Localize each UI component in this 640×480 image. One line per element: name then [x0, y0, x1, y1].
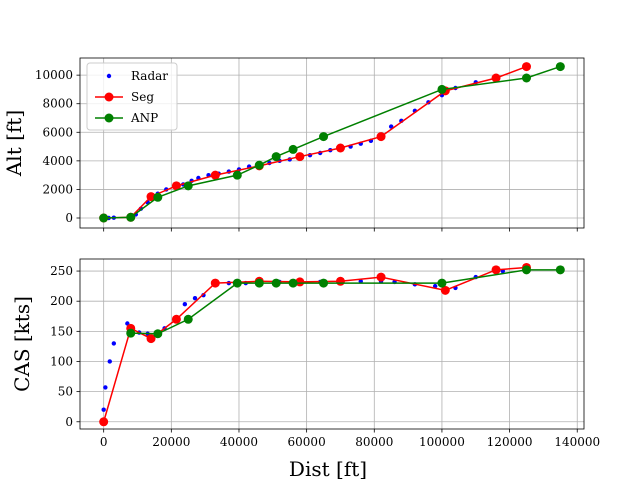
- anp-point: [288, 278, 298, 288]
- y-tick-label: 200: [50, 294, 73, 308]
- y-tick-label: 10000: [35, 68, 73, 82]
- anp-point: [254, 278, 264, 288]
- y-tick-label: 150: [50, 324, 73, 338]
- anp-point: [555, 62, 565, 72]
- legend-radar-label: Radar: [131, 69, 168, 83]
- y-tick-label: 250: [50, 264, 73, 278]
- anp-point: [288, 144, 298, 154]
- seg-point: [335, 276, 345, 286]
- legend-box: [86, 62, 178, 131]
- legend-anp-label: ANP: [130, 111, 158, 125]
- anp-point: [555, 265, 565, 275]
- seg-point: [440, 285, 450, 295]
- x-tick-label: 40000: [220, 435, 258, 449]
- cas-ylabel: CAS [kts]: [10, 296, 34, 392]
- anp-point: [521, 265, 531, 275]
- radar-point: [432, 283, 438, 289]
- legend: Radar Seg ANP: [86, 62, 178, 131]
- seg-point: [491, 265, 501, 275]
- anp-point: [521, 73, 531, 83]
- legend-anp-marker: [104, 113, 114, 123]
- seg-point: [295, 277, 305, 287]
- seg-point: [146, 192, 156, 202]
- y-tick-label: 2000: [42, 182, 73, 196]
- axes-frame: [79, 258, 585, 430]
- cas-panel: 0 20000 40000 60000 80000 100000 120000 140000 0…: [50, 258, 600, 449]
- radar-point: [101, 407, 106, 412]
- seg-line: [103, 65, 527, 219]
- data-layer: [99, 62, 565, 223]
- anp-point: [232, 170, 242, 180]
- anp-point: [437, 84, 447, 94]
- alt-ylabel: Alt [ft]: [2, 110, 26, 177]
- radar-point: [107, 359, 112, 364]
- anp-point: [271, 278, 281, 288]
- anp-point: [153, 329, 163, 339]
- anp-point: [232, 278, 242, 288]
- seg-point: [376, 132, 386, 142]
- anp-point: [254, 160, 264, 170]
- seg-point: [521, 62, 531, 72]
- axes-frame: [79, 57, 585, 229]
- seg-point: [146, 334, 156, 344]
- altitude-panel: 0 2000 4000 6000 8000 10000 Radar Seg ANP: [35, 57, 585, 232]
- anp-line: [103, 65, 561, 219]
- anp-point: [183, 181, 193, 191]
- seg-point: [171, 314, 181, 324]
- anp-point: [319, 132, 329, 142]
- y-tick-label: 6000: [42, 125, 73, 139]
- legend-radar-marker: [106, 73, 112, 79]
- seg-point: [491, 73, 501, 83]
- radar-point: [103, 385, 108, 390]
- anp-point: [126, 212, 136, 222]
- x-tick-label: 80000: [355, 435, 393, 449]
- seg-point: [99, 417, 109, 427]
- anp-point: [319, 278, 329, 288]
- anp-point: [271, 152, 281, 162]
- y-tick-label: 0: [65, 415, 73, 429]
- y-tick-label: 100: [50, 354, 73, 368]
- anp-point: [153, 192, 163, 202]
- legend-seg-marker: [104, 92, 114, 102]
- legend-seg-label: Seg: [131, 90, 154, 104]
- data-layer: [99, 262, 565, 427]
- x-tick-label: 0: [100, 435, 108, 449]
- y-tick-label: 8000: [42, 97, 73, 111]
- y-tick-label: 50: [58, 385, 73, 399]
- y-tick-label: 4000: [42, 154, 73, 168]
- seg-point: [210, 278, 220, 288]
- x-axis-label: Dist [ft]: [289, 457, 367, 480]
- radar-point: [182, 302, 188, 307]
- seg-point: [295, 152, 305, 162]
- y-tick-label: 0: [65, 211, 73, 225]
- seg-point: [210, 170, 220, 180]
- x-tick-label: 140000: [554, 435, 600, 449]
- seg-point: [376, 272, 386, 282]
- anp-point: [437, 278, 447, 288]
- radar-point: [192, 295, 198, 301]
- anp-point: [126, 328, 136, 338]
- anp-point: [99, 213, 109, 223]
- x-tick-label: 20000: [152, 435, 190, 449]
- x-tick-label: 120000: [487, 435, 533, 449]
- x-tick-label: 60000: [288, 435, 326, 449]
- x-tick-label: 100000: [419, 435, 465, 449]
- radar-point: [111, 341, 117, 346]
- seg-point: [171, 181, 181, 191]
- anp-point: [183, 314, 193, 324]
- seg-point: [335, 143, 345, 153]
